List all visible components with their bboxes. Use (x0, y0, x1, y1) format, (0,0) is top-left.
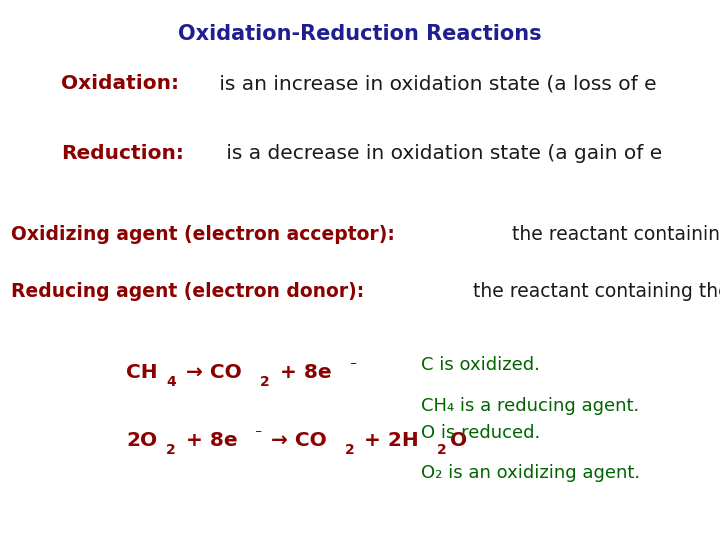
Text: 2: 2 (437, 443, 447, 457)
Text: 4: 4 (167, 375, 176, 389)
Text: ⁻: ⁻ (254, 427, 262, 441)
Text: 2: 2 (261, 375, 270, 389)
Text: O: O (450, 430, 467, 450)
Text: Oxidizing agent (electron acceptor):: Oxidizing agent (electron acceptor): (11, 225, 395, 245)
Text: → CO: → CO (179, 363, 242, 382)
Text: O₂ is an oxidizing agent.: O₂ is an oxidizing agent. (421, 464, 640, 482)
Text: Reducing agent (electron donor):: Reducing agent (electron donor): (11, 282, 364, 301)
Text: the reactant containing the element that is reduced.: the reactant containing the element that… (506, 225, 720, 245)
Text: Reduction:: Reduction: (61, 144, 184, 164)
Text: + 2H: + 2H (357, 430, 419, 450)
Text: ⁻: ⁻ (348, 359, 356, 373)
Text: 2: 2 (345, 443, 355, 457)
Text: 2: 2 (166, 443, 176, 457)
Text: + 8e: + 8e (179, 430, 238, 450)
Text: C is oxidized.: C is oxidized. (421, 356, 540, 374)
Text: CH₄ is a reducing agent.: CH₄ is a reducing agent. (421, 397, 639, 415)
Text: Oxidation:: Oxidation: (61, 74, 179, 93)
Text: O is reduced.: O is reduced. (421, 424, 541, 442)
Text: CH: CH (126, 363, 158, 382)
Text: Oxidation-Reduction Reactions: Oxidation-Reduction Reactions (178, 24, 542, 44)
Text: is a decrease in oxidation state (a gain of e: is a decrease in oxidation state (a gain… (220, 144, 662, 164)
Text: is an increase in oxidation state (a loss of e: is an increase in oxidation state (a los… (213, 74, 657, 93)
Text: 2O: 2O (126, 430, 157, 450)
Text: + 8e: + 8e (273, 363, 332, 382)
Text: → CO: → CO (264, 430, 327, 450)
Text: the reactant containing the element that is oxidized.: the reactant containing the element that… (467, 282, 720, 301)
